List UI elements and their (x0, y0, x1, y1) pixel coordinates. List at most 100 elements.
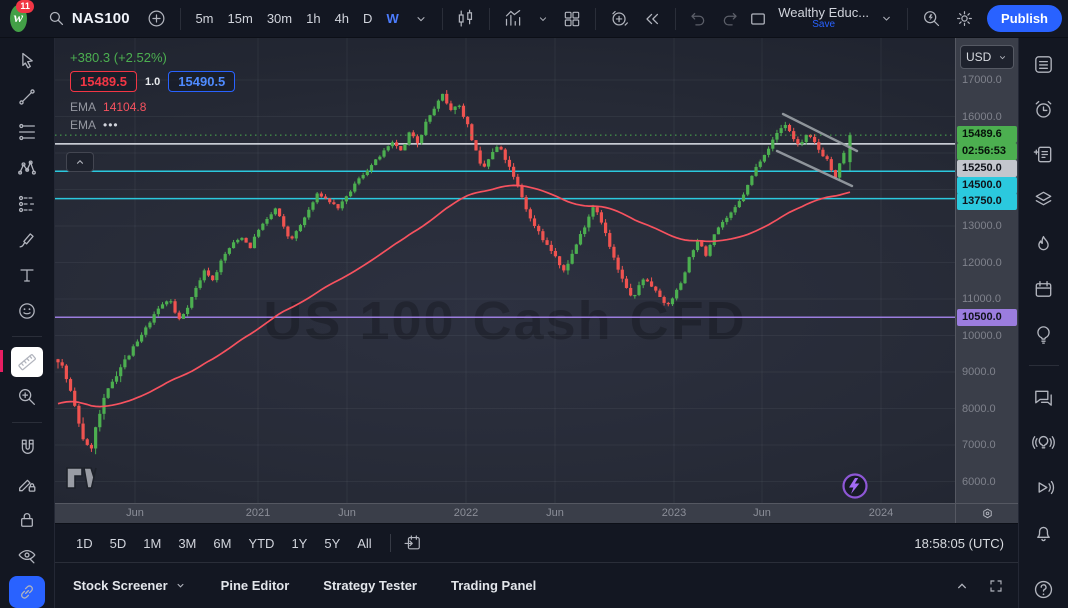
layout-name-button[interactable]: Wealthy Educ... Save (776, 4, 871, 31)
tab-strategy-tester[interactable]: Strategy Tester (323, 578, 417, 593)
time-tick: 2024 (868, 507, 894, 519)
undo-button[interactable] (684, 6, 712, 32)
sidebar-notes-button[interactable] (1027, 140, 1061, 168)
sidebar-streams-play-button[interactable] (1027, 473, 1061, 501)
layout-menu-button[interactable] (875, 8, 898, 29)
bar-replay-button[interactable] (638, 6, 666, 32)
range-button-1Y[interactable]: 1Y (291, 535, 308, 551)
time-tick: Jun (338, 507, 356, 519)
toolbar-divider (907, 7, 909, 30)
tool-text-button[interactable] (11, 260, 43, 290)
tab-pine-editor[interactable]: Pine Editor (220, 578, 290, 593)
server-clock[interactable]: 18:58:05 (UTC) (914, 535, 1004, 551)
range-button-6M[interactable]: 6M (213, 535, 232, 551)
save-layout-box-button[interactable] (744, 6, 772, 32)
undo-icon (688, 9, 708, 29)
interval-button-1h[interactable]: 1h (306, 11, 321, 26)
compare-add-button[interactable] (142, 5, 171, 32)
tool-trend-line-button[interactable] (11, 82, 43, 112)
range-button-3M[interactable]: 3M (178, 535, 197, 551)
layout-grid-button[interactable] (558, 6, 586, 32)
interval-button-4h[interactable]: 4h (334, 11, 350, 26)
price-axis[interactable]: USD 17000.0 16000.0 13000.0 12000.0 11000.0 1… (955, 38, 1018, 503)
price-marker: 15250.0 (957, 160, 1017, 177)
range-button-5D[interactable]: 5D (109, 535, 127, 551)
range-button-YTD[interactable]: YTD (248, 535, 275, 551)
interval-button-15m[interactable]: 15m (227, 11, 253, 26)
interval-button-W[interactable]: W (386, 11, 399, 26)
interval-button-D[interactable]: D (363, 11, 373, 26)
active-tool-marker (0, 350, 3, 372)
chart-pane[interactable]: US 100 Cash CFD +380.3 (+2.52%) 15489.5 … (55, 38, 955, 503)
price-tick: 17000.0 (962, 74, 1002, 86)
indicators-button[interactable] (499, 5, 528, 32)
tool-zoom-in-button[interactable] (11, 383, 43, 413)
indicator-templates-button[interactable] (532, 9, 554, 29)
tool-hide-all-button[interactable] (11, 541, 43, 571)
save-link[interactable]: Save (812, 18, 836, 30)
create-alert-button[interactable] (605, 5, 634, 32)
time-axis[interactable]: Jun 2021 Jun 2022 Jun 2023 Jun 2024 (55, 503, 955, 523)
tool-link-button[interactable] (9, 576, 45, 608)
sidebar-alerts-clock-button[interactable] (1027, 95, 1061, 123)
symbol-search-button[interactable]: NAS100 (39, 5, 138, 32)
xabcd-pattern-icon (16, 157, 38, 179)
interval-menu-button[interactable] (409, 8, 433, 30)
price-tick: 8000.0 (962, 402, 996, 415)
sidebar-hotlist-flame-button[interactable] (1027, 230, 1061, 258)
user-avatar[interactable]: w 11 (10, 0, 34, 32)
sidebar-notifications-bell-button[interactable] (1027, 518, 1061, 546)
price-tick: 10000.0 (962, 329, 1002, 342)
settings-button[interactable] (950, 5, 979, 32)
currency-label: USD (966, 50, 992, 64)
price-tick: 16000.0 (962, 110, 1002, 123)
interval-button-5m[interactable]: 5m (195, 11, 214, 26)
tab-stock-screener[interactable]: Stock Screener (73, 578, 187, 593)
redo-button[interactable] (716, 6, 744, 32)
chart-canvas[interactable] (55, 38, 955, 503)
range-button-1M[interactable]: 1M (143, 535, 162, 551)
hotlist-flame-icon (1032, 233, 1055, 256)
notes-icon (1032, 143, 1055, 166)
avatar-logo: w (13, 10, 24, 26)
redo-icon (720, 9, 740, 29)
time-axis-row: Jun 2021 Jun 2022 Jun 2023 Jun 2024 (55, 503, 1018, 523)
axis-gear-icon (980, 506, 995, 521)
tool-cursor-button[interactable] (11, 46, 43, 76)
range-button-5Y[interactable]: 5Y (324, 535, 341, 551)
tool-fib-retracement-button[interactable] (11, 117, 43, 147)
magnet-icon (16, 437, 38, 459)
tool-magnet-button[interactable] (11, 433, 43, 463)
tool-draw-lock-button[interactable] (11, 469, 43, 499)
fullscreen-button[interactable] (988, 578, 1004, 594)
object-tree-icon (1032, 188, 1055, 211)
drawing-toolbar (0, 38, 55, 608)
tool-lock-all-button[interactable] (11, 505, 43, 535)
bar-style-button[interactable] (451, 5, 480, 32)
tab-trading-panel[interactable]: Trading Panel (450, 578, 537, 593)
tool-forecast-button[interactable] (11, 189, 43, 219)
tool-emoji-button[interactable] (11, 296, 43, 326)
publish-button[interactable]: Publish (987, 5, 1062, 32)
sidebar-object-tree-button[interactable] (1027, 185, 1061, 213)
legend-collapse-button[interactable] (66, 152, 94, 172)
chart-area: US 100 Cash CFD +380.3 (+2.52%) 15489.5 … (55, 38, 1018, 503)
interval-button-30m[interactable]: 30m (266, 11, 293, 26)
quick-search-button[interactable] (917, 5, 946, 32)
range-button-1D[interactable]: 1D (76, 535, 93, 551)
currency-selector[interactable]: USD (960, 45, 1014, 69)
tool-ruler-button[interactable] (11, 346, 43, 377)
goto-date-button[interactable] (399, 530, 427, 556)
axis-settings-button[interactable] (955, 503, 1018, 523)
sidebar-help-button[interactable] (1027, 575, 1061, 603)
tool-xabcd-pattern-button[interactable] (11, 153, 43, 183)
sidebar-ideas-bulb-button[interactable] (1027, 320, 1061, 348)
sidebar-calendar-button[interactable] (1027, 275, 1061, 303)
panel-expand-button[interactable] (954, 578, 970, 594)
layout-name: Wealthy Educ... (778, 4, 870, 20)
range-button-All[interactable]: All (357, 535, 372, 551)
tool-brush-button[interactable] (11, 225, 43, 255)
sidebar-watchlist-button[interactable] (1027, 50, 1061, 78)
sidebar-live-streams-bulb-button[interactable] (1027, 428, 1061, 456)
sidebar-chat-button[interactable] (1027, 383, 1061, 411)
